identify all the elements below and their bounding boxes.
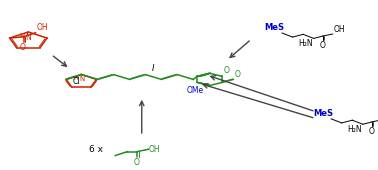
Text: N: N	[79, 76, 85, 82]
Text: H: H	[74, 76, 78, 81]
Text: O: O	[224, 66, 229, 75]
Text: OMe: OMe	[187, 86, 204, 95]
Text: O: O	[369, 127, 375, 136]
Text: OH: OH	[333, 25, 345, 34]
Text: I: I	[152, 64, 155, 73]
Text: OH: OH	[149, 145, 161, 154]
Text: MeS: MeS	[265, 23, 285, 32]
Text: N: N	[25, 33, 31, 42]
Text: O: O	[320, 41, 326, 50]
Text: MeS: MeS	[314, 109, 334, 118]
Text: OH: OH	[36, 23, 48, 32]
Text: O: O	[134, 158, 140, 167]
Text: 6 x: 6 x	[89, 145, 104, 154]
Text: O: O	[20, 43, 26, 52]
Text: O: O	[234, 70, 240, 79]
Text: H₂N: H₂N	[347, 125, 362, 134]
Text: Cl: Cl	[73, 76, 80, 86]
Text: H₂N: H₂N	[298, 39, 313, 48]
Text: H: H	[20, 33, 25, 39]
